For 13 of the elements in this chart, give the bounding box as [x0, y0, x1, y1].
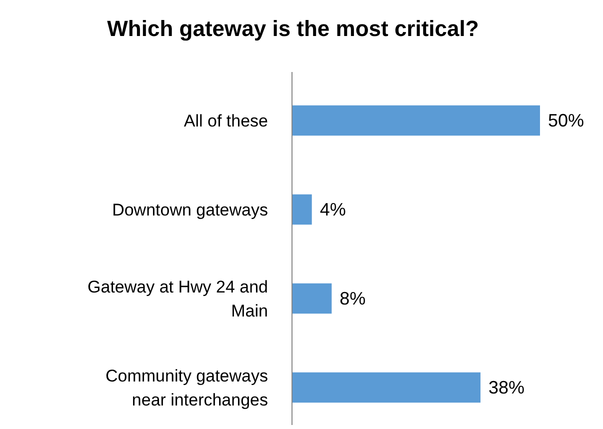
- bar: [292, 372, 480, 403]
- bar: [292, 105, 540, 136]
- data-label: 8%: [340, 288, 366, 308]
- y-tick-label: All of these: [184, 111, 268, 130]
- chart-title: Which gateway is the most critical?: [107, 16, 479, 41]
- data-label: 50%: [548, 110, 584, 130]
- bar: [292, 194, 312, 225]
- bar: [292, 283, 332, 314]
- y-tick-label: Gateway at Hwy 24 and Main: [88, 277, 268, 320]
- data-label: 38%: [488, 378, 525, 398]
- y-tick-label: Community gateways near interchanges: [105, 366, 268, 409]
- y-tick-label: Downtown gateways: [112, 200, 268, 219]
- data-label: 4%: [320, 200, 346, 220]
